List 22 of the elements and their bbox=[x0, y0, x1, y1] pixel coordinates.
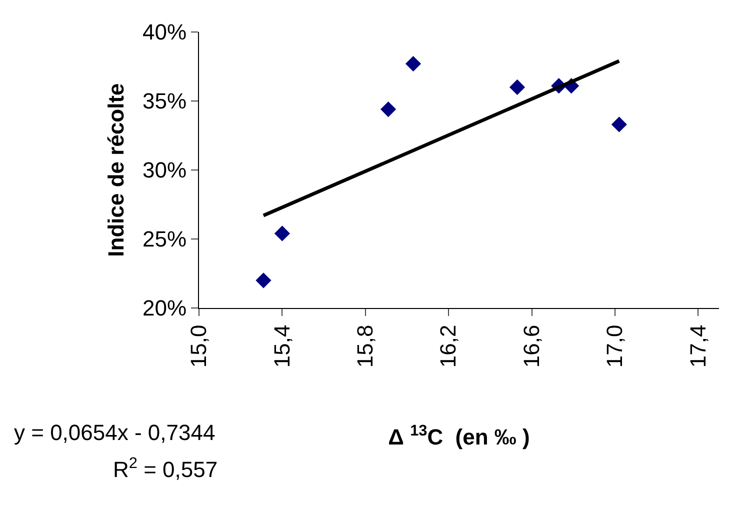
x-tick-label: 17,4 bbox=[685, 324, 710, 368]
text: R$^{2}$ = 0,557 bbox=[113, 455, 218, 482]
x-tick-label: 15,4 bbox=[269, 324, 294, 368]
y-tick-label: 20% bbox=[142, 296, 187, 321]
y-tick-label: 25% bbox=[142, 226, 187, 252]
text: y = 0,0654x - 0,7344 bbox=[14, 420, 216, 445]
y-tick-label: 40% bbox=[142, 20, 187, 45]
point bbox=[405, 56, 422, 72]
x-tick-label: 16,2 bbox=[436, 324, 461, 368]
x-axis-title: Δ $^{13}$C (en ‰ ) bbox=[388, 422, 530, 450]
x-tick-label: 15,8 bbox=[352, 324, 378, 368]
x-tick-label: 15,0 bbox=[186, 324, 212, 368]
point bbox=[256, 272, 272, 288]
point bbox=[611, 116, 627, 132]
y-axis-title: Indice de récolte bbox=[103, 83, 128, 257]
y-tick-label: 30% bbox=[142, 158, 187, 183]
x-tick-label: 16,6 bbox=[518, 324, 544, 368]
point bbox=[509, 79, 526, 95]
point bbox=[274, 226, 290, 242]
point bbox=[380, 101, 396, 118]
y-tick-label: 35% bbox=[142, 88, 187, 114]
x-tick-label: 17,0 bbox=[602, 324, 628, 368]
